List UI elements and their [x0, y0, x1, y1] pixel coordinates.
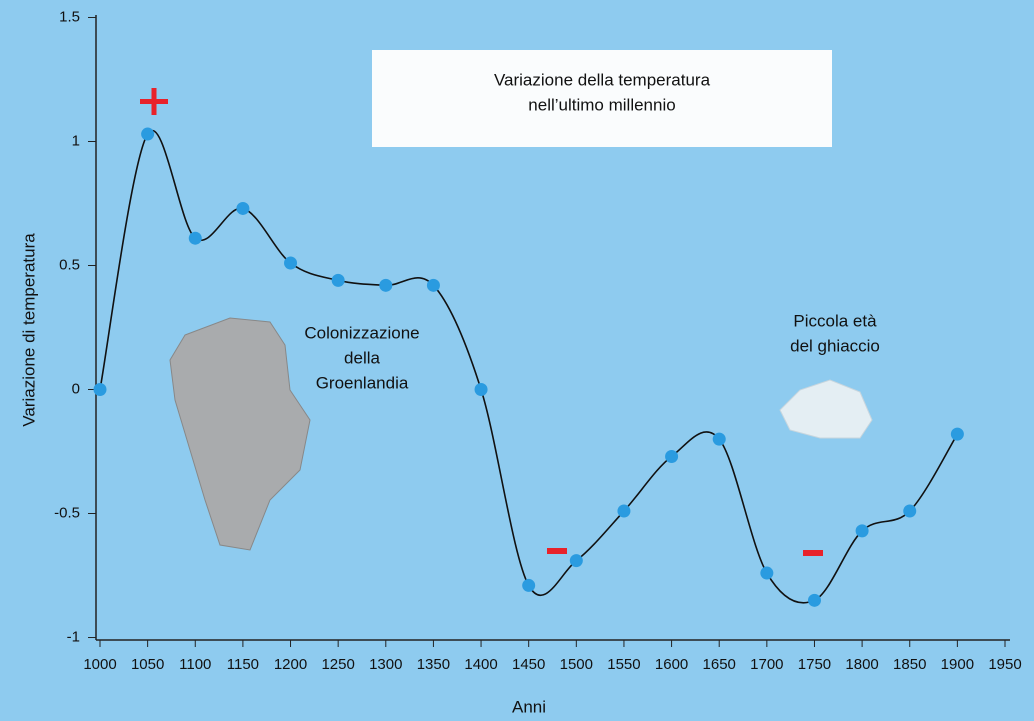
annotation: del ghiaccio — [790, 336, 880, 355]
y-tick-label: -1 — [67, 628, 80, 645]
point — [665, 449, 679, 463]
point — [141, 127, 155, 141]
annotation: Groenlandia — [316, 373, 409, 392]
x-tick-label: 1750 — [798, 656, 831, 673]
point — [379, 278, 393, 292]
minus-sign — [547, 548, 567, 554]
point — [426, 278, 440, 292]
point — [569, 554, 583, 568]
point — [855, 524, 869, 538]
x-tick-label: 1150 — [227, 656, 259, 673]
x-tick-label: 1100 — [179, 656, 211, 673]
y-tick-label: 0.5 — [59, 256, 80, 273]
x-tick-label: 1400 — [464, 656, 497, 673]
point — [93, 383, 107, 397]
point — [331, 273, 345, 287]
annotation: Piccola età — [793, 311, 877, 330]
x-tick-label: 1700 — [750, 656, 783, 673]
x-tick-label: 1200 — [274, 656, 307, 673]
x-tick-label: 1900 — [941, 656, 974, 673]
point — [188, 231, 202, 245]
point — [284, 256, 298, 270]
point — [760, 566, 774, 580]
y-tick-label: -0.5 — [54, 504, 80, 521]
x-tick-label: 1950 — [988, 656, 1021, 673]
y-tick-label: 0 — [72, 380, 80, 397]
x-tick-label: 1300 — [369, 656, 402, 673]
point — [236, 201, 250, 215]
minus-sign — [803, 550, 823, 556]
point — [522, 578, 536, 592]
x-tick-label: 1800 — [845, 656, 878, 673]
x-tick-label: 1850 — [893, 656, 926, 673]
chart-title: Variazione della temperatura — [494, 70, 711, 89]
x-tick-label: 1500 — [560, 656, 593, 673]
y-axis-label: Variazione di temperatura — [19, 233, 38, 427]
x-axis-label: Anni — [512, 697, 546, 716]
y-tick-label: 1.5 — [59, 8, 80, 25]
ice-image — [779, 379, 873, 439]
x-tick-label: 1000 — [83, 656, 116, 673]
annotation: Colonizzazione — [304, 323, 419, 342]
x-tick-label: 1650 — [703, 656, 736, 673]
point — [950, 427, 964, 441]
point — [903, 504, 917, 518]
x-tick-label: 1050 — [131, 656, 164, 673]
point — [474, 383, 488, 397]
annotation: della — [344, 348, 380, 367]
greenland-image — [169, 317, 311, 551]
plus-sign — [140, 88, 168, 115]
line — [99, 129, 959, 604]
x-tick-label: 1250 — [321, 656, 354, 673]
y-tick-label: 1 — [72, 132, 80, 149]
x-tick-label: 1550 — [607, 656, 640, 673]
point — [712, 432, 726, 446]
point — [617, 504, 631, 518]
x-tick-label: 1450 — [512, 656, 545, 673]
title-box — [372, 50, 832, 147]
chart-title: nell’ultimo millennio — [528, 95, 675, 114]
x-tick-label: 1350 — [417, 656, 450, 673]
x-tick-label: 1600 — [655, 656, 688, 673]
point — [807, 593, 821, 607]
